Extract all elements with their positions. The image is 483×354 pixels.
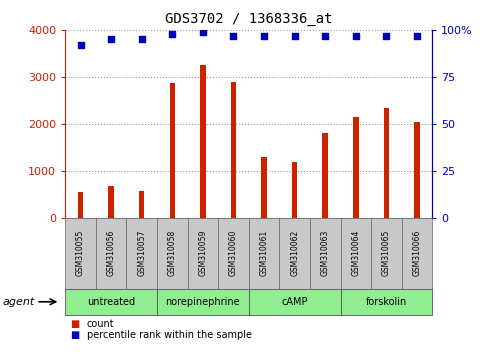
Text: untreated: untreated bbox=[87, 297, 135, 307]
Point bbox=[107, 37, 115, 42]
Text: forskolin: forskolin bbox=[366, 297, 407, 307]
Title: GDS3702 / 1368336_at: GDS3702 / 1368336_at bbox=[165, 12, 332, 26]
Text: GSM310059: GSM310059 bbox=[199, 230, 207, 276]
Bar bbox=[108, 186, 114, 218]
Text: GSM310058: GSM310058 bbox=[168, 230, 177, 276]
Point bbox=[383, 33, 390, 39]
Bar bbox=[261, 157, 267, 218]
Text: GSM310057: GSM310057 bbox=[137, 230, 146, 276]
Text: agent: agent bbox=[2, 297, 35, 307]
Bar bbox=[323, 133, 328, 218]
Text: ■: ■ bbox=[70, 319, 79, 329]
Point bbox=[291, 33, 298, 39]
Point bbox=[77, 42, 85, 48]
Text: ■: ■ bbox=[70, 330, 79, 339]
Point bbox=[169, 31, 176, 37]
Text: GSM310063: GSM310063 bbox=[321, 230, 330, 276]
Bar bbox=[384, 108, 389, 218]
Bar bbox=[170, 83, 175, 218]
Bar bbox=[231, 82, 236, 218]
Point bbox=[229, 33, 237, 39]
Bar bbox=[414, 121, 420, 218]
Text: GSM310062: GSM310062 bbox=[290, 230, 299, 276]
Point bbox=[413, 33, 421, 39]
Bar bbox=[139, 192, 144, 218]
Text: GSM310060: GSM310060 bbox=[229, 230, 238, 276]
Text: count: count bbox=[87, 319, 114, 329]
Bar bbox=[78, 192, 83, 218]
Text: GSM310061: GSM310061 bbox=[259, 230, 269, 276]
Text: cAMP: cAMP bbox=[282, 297, 308, 307]
Text: GSM310056: GSM310056 bbox=[107, 230, 115, 276]
Text: GSM310055: GSM310055 bbox=[76, 230, 85, 276]
Text: norepinephrine: norepinephrine bbox=[166, 297, 240, 307]
Text: percentile rank within the sample: percentile rank within the sample bbox=[87, 330, 252, 339]
Bar bbox=[292, 162, 298, 218]
Point bbox=[352, 33, 360, 39]
Text: GSM310065: GSM310065 bbox=[382, 230, 391, 276]
Point bbox=[321, 33, 329, 39]
Bar bbox=[353, 117, 358, 218]
Text: GSM310064: GSM310064 bbox=[351, 230, 360, 276]
Bar bbox=[200, 65, 206, 218]
Point bbox=[260, 33, 268, 39]
Point bbox=[199, 29, 207, 35]
Point bbox=[138, 37, 145, 42]
Text: GSM310066: GSM310066 bbox=[412, 230, 422, 276]
